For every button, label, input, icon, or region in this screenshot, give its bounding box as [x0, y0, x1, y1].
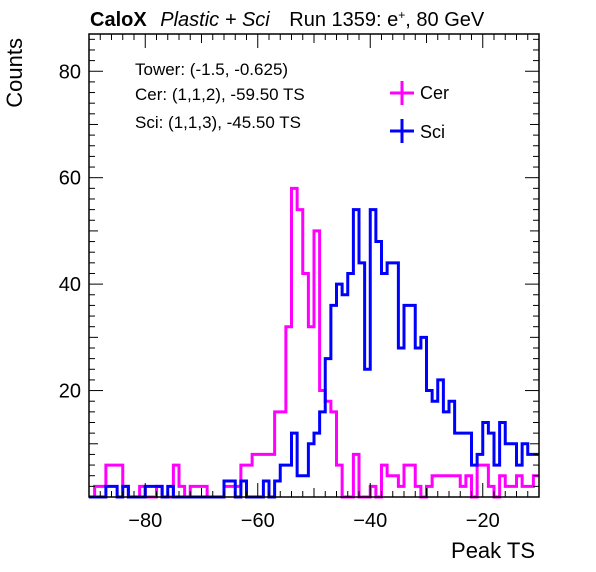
x-tick-label: −60 [241, 510, 275, 532]
title-detector: Plastic + Sci [160, 9, 270, 31]
title-experiment: CaloX [90, 9, 147, 31]
title-run-suffix: , 80 GeV [405, 9, 485, 31]
chart-title: CaloX Plastic + Sci Run 1359: e+, 80 GeV [90, 8, 485, 31]
y-axis-label: Counts [2, 38, 27, 108]
series-sci-histogram [89, 208, 539, 499]
y-tick-label: 20 [59, 381, 81, 403]
info-tower: Tower: (-1.5, -0.625) [135, 60, 288, 79]
y-tick-label: 60 [59, 168, 81, 190]
x-tick-label: −40 [353, 510, 387, 532]
info-sci: Sci: (1,1,3), -45.50 TS [135, 113, 301, 132]
x-tick-label: −20 [466, 510, 500, 532]
y-tick-label: 40 [59, 274, 81, 296]
legend: Cer Sci [390, 81, 449, 143]
title-run-sup: + [398, 8, 405, 22]
y-tick-label: 80 [59, 61, 81, 83]
title-run: Run 1359: e [289, 9, 398, 31]
tick-layer: −80 −60 −40 −20 20 40 60 80 [59, 34, 540, 532]
legend-cer-label: Cer [420, 83, 449, 103]
legend-sci-marker [390, 119, 414, 143]
info-cer: Cer: (1,1,2), -59.50 TS [135, 85, 305, 104]
x-tick-label: −80 [128, 510, 162, 532]
x-axis-label: Peak TS [451, 538, 535, 563]
legend-sci-label: Sci [420, 122, 445, 142]
legend-cer-marker [390, 81, 414, 105]
